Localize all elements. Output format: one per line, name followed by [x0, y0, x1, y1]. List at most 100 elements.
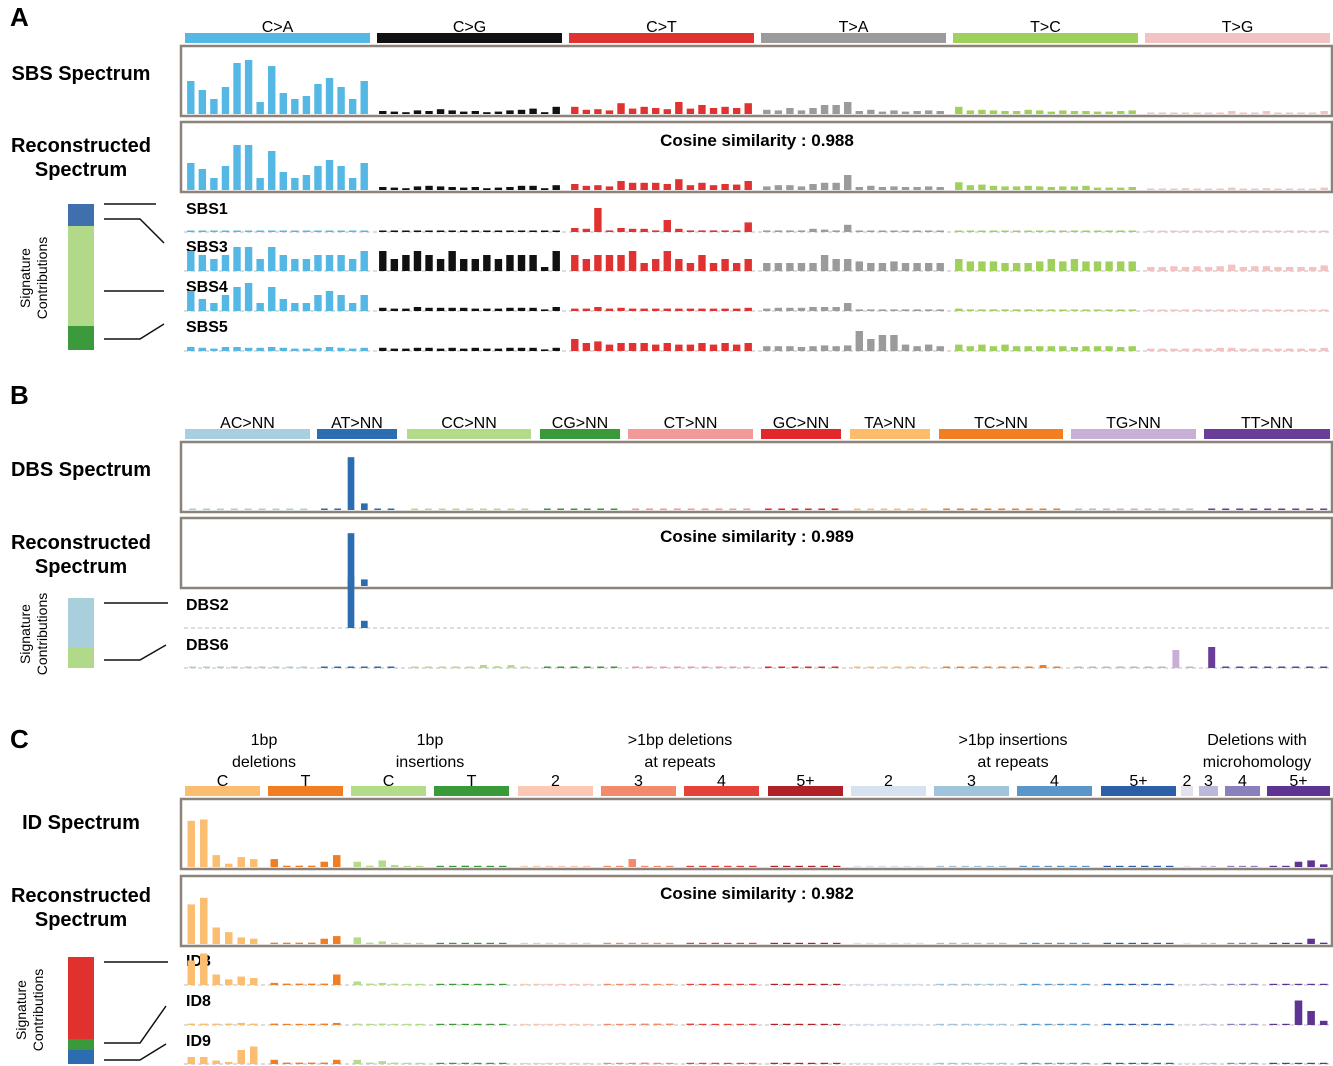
dbs-spectrum-bar	[1236, 508, 1244, 510]
signature-sbs4-bar	[1070, 309, 1079, 311]
signature-id9-bar	[1183, 1062, 1191, 1064]
signature-sbs5-bar	[1239, 348, 1247, 351]
signature-id8-bar	[616, 1023, 624, 1025]
id-spectrum-bar	[1319, 864, 1328, 867]
sbs-reconstructed-bar	[291, 178, 299, 190]
signature-sbs1-bar	[1059, 230, 1067, 232]
signature-sbs1-bar	[402, 230, 410, 232]
signature-sbs1-bar	[1001, 230, 1009, 232]
category-label-A-3: T>A	[839, 19, 869, 36]
signature-id8-bar	[974, 1023, 982, 1025]
signature-sbs5-bar	[483, 348, 491, 351]
category-label-B-0: AC>NN	[220, 415, 275, 432]
signature-sbs3-bar	[1170, 266, 1178, 271]
sbs-spectrum-bar	[390, 111, 399, 114]
sbs-spectrum-bar	[617, 103, 625, 114]
signature-sbs1-bar	[471, 230, 479, 232]
dbs-spectrum-bar	[1186, 508, 1194, 510]
signature-id9-bar	[187, 1057, 195, 1064]
id-reconstructed-bar	[736, 942, 744, 944]
signature-id3-bar	[225, 979, 233, 985]
id-spectrum-label: ID Spectrum	[22, 812, 140, 834]
signature-id8-bar	[1153, 1023, 1161, 1025]
signature-id8-bar	[545, 1023, 553, 1025]
id-reconstructed-label: Reconstructed Spectrum	[11, 885, 151, 931]
signature-sbs1-bar	[210, 230, 218, 232]
signature-sbs5-bar	[797, 347, 806, 351]
signature-dbs6-bar	[765, 666, 772, 668]
signature-id9-bar	[558, 1062, 566, 1064]
sbs-reconstructed-bar	[1320, 187, 1328, 190]
signature-sbs4-bar	[198, 299, 207, 311]
id-reconstructed-bar	[986, 942, 994, 944]
category-label-B-1: AT>NN	[331, 415, 383, 432]
id-spectrum-bar	[1250, 865, 1258, 867]
signature-dbs6-bar	[920, 666, 928, 668]
id-spectrum-bar	[436, 865, 444, 867]
signature-id8-bar	[295, 1023, 303, 1025]
category-bar-B-1	[317, 429, 397, 439]
signature-sbs5-bar	[582, 343, 591, 351]
id-spectrum-bar	[200, 819, 208, 867]
signature-sbs5-bar	[1001, 344, 1009, 351]
signature-id3-bar	[783, 983, 791, 985]
signature-sbs1-bar	[744, 222, 752, 232]
signature-id3-bar	[237, 976, 245, 985]
sbs-spectrum-bar	[640, 106, 648, 114]
sbs-spectrum-bar	[571, 106, 579, 114]
sbs-spectrum-bar	[955, 106, 963, 114]
signature-sbs1-bar	[867, 230, 875, 232]
signature-dbs6-bar	[831, 666, 839, 668]
signature-sbs1-bar	[337, 230, 345, 232]
signature-dbs6-bar	[1075, 666, 1083, 668]
signature-dbs6-bar	[1278, 666, 1286, 668]
dbs-spectrum-bar	[956, 508, 964, 510]
signature-sbs4-bar	[582, 308, 591, 311]
id-reconstructed-bar	[916, 942, 924, 944]
dbs-spectrum-bar	[361, 503, 368, 510]
signature-sbs3-bar	[268, 247, 276, 271]
id-spectrum-bar	[1227, 865, 1235, 867]
id-spectrum-bar	[1069, 865, 1077, 867]
sbs-spectrum-bar	[1285, 112, 1294, 114]
signature-id3-bar	[853, 983, 861, 985]
signature-sbs1-bar	[506, 230, 514, 232]
id-spectrum-bar	[699, 865, 707, 867]
id-spectrum-bar	[416, 865, 424, 867]
dbs-spectrum-bar	[244, 508, 252, 510]
signature-id8-bar	[333, 1022, 341, 1025]
signature-id3-bar	[711, 983, 719, 985]
signature-sbs5-bar	[268, 347, 276, 351]
id-reconstructed-bar	[1307, 938, 1315, 944]
sbs-reconstructed-bar	[1070, 186, 1079, 190]
dbs-spectrum-bar	[831, 508, 839, 510]
signature-sbs3-bar	[774, 263, 783, 271]
id-spectrum-bar	[666, 865, 674, 867]
signature-sbs5-bar	[844, 345, 852, 351]
signature-id8-bar	[366, 1023, 374, 1025]
signature-dbs6-bar	[1236, 666, 1244, 668]
signature-sbs5-bar	[494, 348, 503, 351]
signature-sbs1-bar	[268, 230, 276, 232]
id-spectrum-bar	[533, 865, 541, 867]
id-spectrum-bar	[1128, 865, 1136, 867]
dbs-spectrum-bar	[544, 508, 551, 510]
signature-dbs6-bar	[743, 666, 751, 668]
signature-id8-bar	[570, 1023, 578, 1025]
category-bar-B-9	[1204, 429, 1330, 439]
id-reconstructed-bar	[1032, 942, 1040, 944]
dbs-spectrum-bar	[715, 508, 723, 510]
signature-id9-bar	[1103, 1062, 1111, 1064]
signature-id3-bar	[212, 974, 220, 985]
sbs-spectrum-bar	[1204, 112, 1213, 114]
signature-sbs1-bar	[552, 230, 560, 232]
id-spectrum-bar	[391, 865, 399, 867]
sbs-spectrum-bar	[844, 102, 852, 114]
signature-sbs5-bar	[233, 347, 241, 351]
signature-id8-bar	[225, 1023, 233, 1025]
signature-sbs1-bar	[1239, 230, 1247, 232]
id-reconstructed-bar	[378, 941, 386, 944]
signature-id9-bar	[295, 1062, 303, 1064]
id-reconstructed-bar	[1057, 942, 1065, 944]
